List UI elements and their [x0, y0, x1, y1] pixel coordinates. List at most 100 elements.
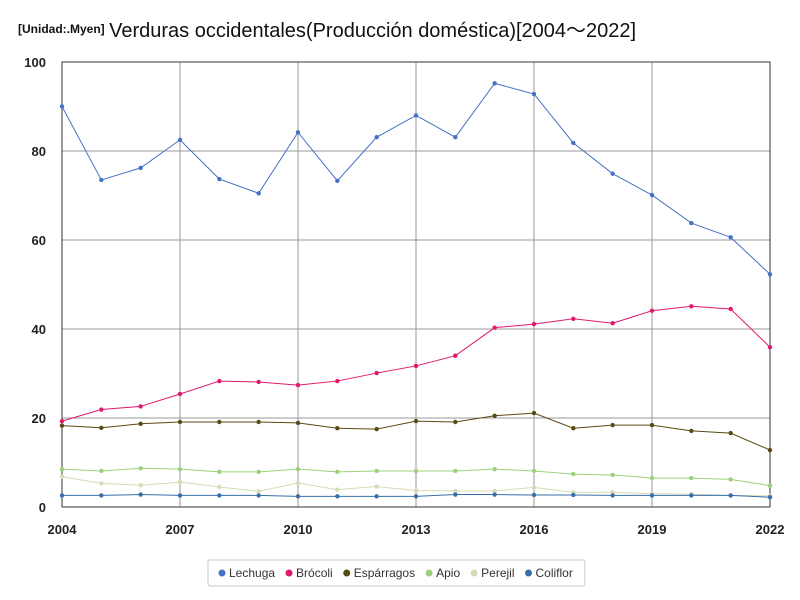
data-point-brocoli — [413, 363, 419, 369]
data-point-lechuga — [138, 165, 143, 171]
series-coliflor — [59, 492, 773, 500]
data-point-brocoli — [767, 345, 773, 350]
series-esparragos — [59, 410, 773, 453]
data-point-brocoli — [295, 382, 301, 388]
data-point-coliflor — [492, 492, 497, 497]
data-point-esparragos — [689, 428, 694, 434]
data-point-coliflor — [571, 492, 576, 498]
data-point-coliflor — [295, 494, 301, 499]
data-point-coliflor — [767, 495, 773, 500]
legend-marker — [470, 569, 478, 577]
data-point-brocoli — [138, 404, 143, 409]
data-point-apio — [177, 466, 183, 472]
legend-items: Lechuga Brócoli Espárragos Apio Perejil Colif… — [218, 566, 573, 580]
x-tick-label: 2019 — [638, 522, 667, 537]
legend-item-lechuga: Lechuga — [218, 566, 275, 580]
y-tick-label: 60 — [32, 233, 46, 248]
legend-item-perejil: Perejil — [470, 566, 515, 580]
data-point-brocoli — [571, 316, 576, 321]
data-point-coliflor — [59, 493, 65, 498]
data-point-apio — [453, 468, 458, 474]
legend-label: Brócoli — [296, 566, 333, 580]
y-tick-label: 100 — [24, 55, 46, 70]
data-point-esparragos — [256, 419, 261, 425]
data-point-esparragos — [610, 422, 615, 428]
plot-area — [61, 61, 771, 508]
data-point-apio — [610, 472, 615, 478]
data-point-brocoli — [99, 407, 104, 412]
data-point-apio — [217, 469, 222, 475]
series-brocoli — [59, 304, 773, 424]
legend-label: Apio — [436, 566, 460, 580]
chart-title-row: [Unidad:.Myen] Verduras occidentales(Pro… — [18, 14, 636, 43]
data-point-esparragos — [138, 421, 143, 426]
data-point-brocoli — [649, 308, 655, 313]
data-point-esparragos — [335, 426, 340, 431]
data-point-brocoli — [59, 418, 65, 424]
series-group — [59, 81, 773, 500]
legend-item-apio: Apio — [425, 566, 460, 580]
legend-item-brocoli: Brócoli — [285, 566, 333, 580]
data-point-apio — [295, 466, 301, 472]
data-point-perejil — [295, 480, 301, 486]
data-point-esparragos — [453, 419, 458, 425]
data-point-esparragos — [492, 413, 497, 418]
x-tick-label: 2007 — [166, 522, 195, 537]
data-point-coliflor — [610, 493, 615, 498]
legend-marker — [425, 569, 433, 577]
data-point-brocoli — [728, 306, 733, 312]
data-point-esparragos — [217, 419, 222, 425]
data-point-apio — [138, 466, 143, 471]
x-tick-label: 2022 — [756, 522, 785, 537]
data-point-perejil — [59, 474, 65, 479]
data-point-brocoli — [531, 321, 537, 327]
data-point-lechuga — [492, 81, 497, 86]
legend — [207, 559, 586, 587]
legend-item-coliflor: Coliflor — [525, 566, 573, 580]
data-point-coliflor — [217, 493, 222, 498]
data-point-esparragos — [531, 410, 537, 416]
data-point-brocoli — [453, 353, 458, 358]
data-point-perejil — [99, 481, 104, 486]
x-axis-ticks: 2004 2007 2010 2013 2016 2019 2022 — [48, 522, 785, 537]
data-point-coliflor — [728, 493, 733, 498]
data-point-perejil — [335, 487, 340, 492]
data-point-lechuga — [531, 91, 537, 97]
data-point-lechuga — [767, 272, 773, 277]
data-point-coliflor — [689, 493, 694, 498]
data-point-lechuga — [689, 220, 694, 226]
data-point-lechuga — [335, 178, 340, 184]
data-point-esparragos — [295, 420, 301, 426]
y-tick-label: 20 — [32, 411, 46, 426]
x-tick-label: 2004 — [48, 522, 78, 537]
data-point-apio — [492, 466, 497, 472]
data-point-esparragos — [571, 426, 576, 431]
y-tick-label: 0 — [39, 500, 46, 515]
data-point-lechuga — [728, 235, 733, 240]
data-point-apio — [649, 475, 655, 481]
legend-label: Espárragos — [354, 566, 415, 580]
x-tick-label: 2013 — [402, 522, 431, 537]
legend-marker — [525, 569, 532, 577]
legend-label: Coliflor — [536, 566, 573, 580]
data-point-coliflor — [453, 492, 458, 497]
legend-marker — [343, 569, 351, 577]
data-point-apio — [767, 483, 773, 488]
data-point-apio — [689, 475, 694, 481]
data-point-brocoli — [256, 379, 261, 385]
data-point-apio — [413, 468, 419, 474]
data-point-apio — [59, 466, 65, 472]
legend-item-esparragos: Espárragos — [343, 566, 415, 580]
data-point-esparragos — [99, 425, 104, 430]
data-point-brocoli — [492, 325, 497, 330]
data-point-coliflor — [177, 493, 183, 498]
data-point-lechuga — [256, 191, 261, 196]
data-point-apio — [728, 477, 733, 482]
legend-label: Perejil — [481, 566, 514, 580]
data-point-apio — [571, 471, 576, 477]
data-point-perejil — [413, 488, 419, 493]
data-point-perejil — [256, 489, 261, 494]
series-apio — [59, 466, 773, 488]
legend-marker — [285, 569, 293, 577]
